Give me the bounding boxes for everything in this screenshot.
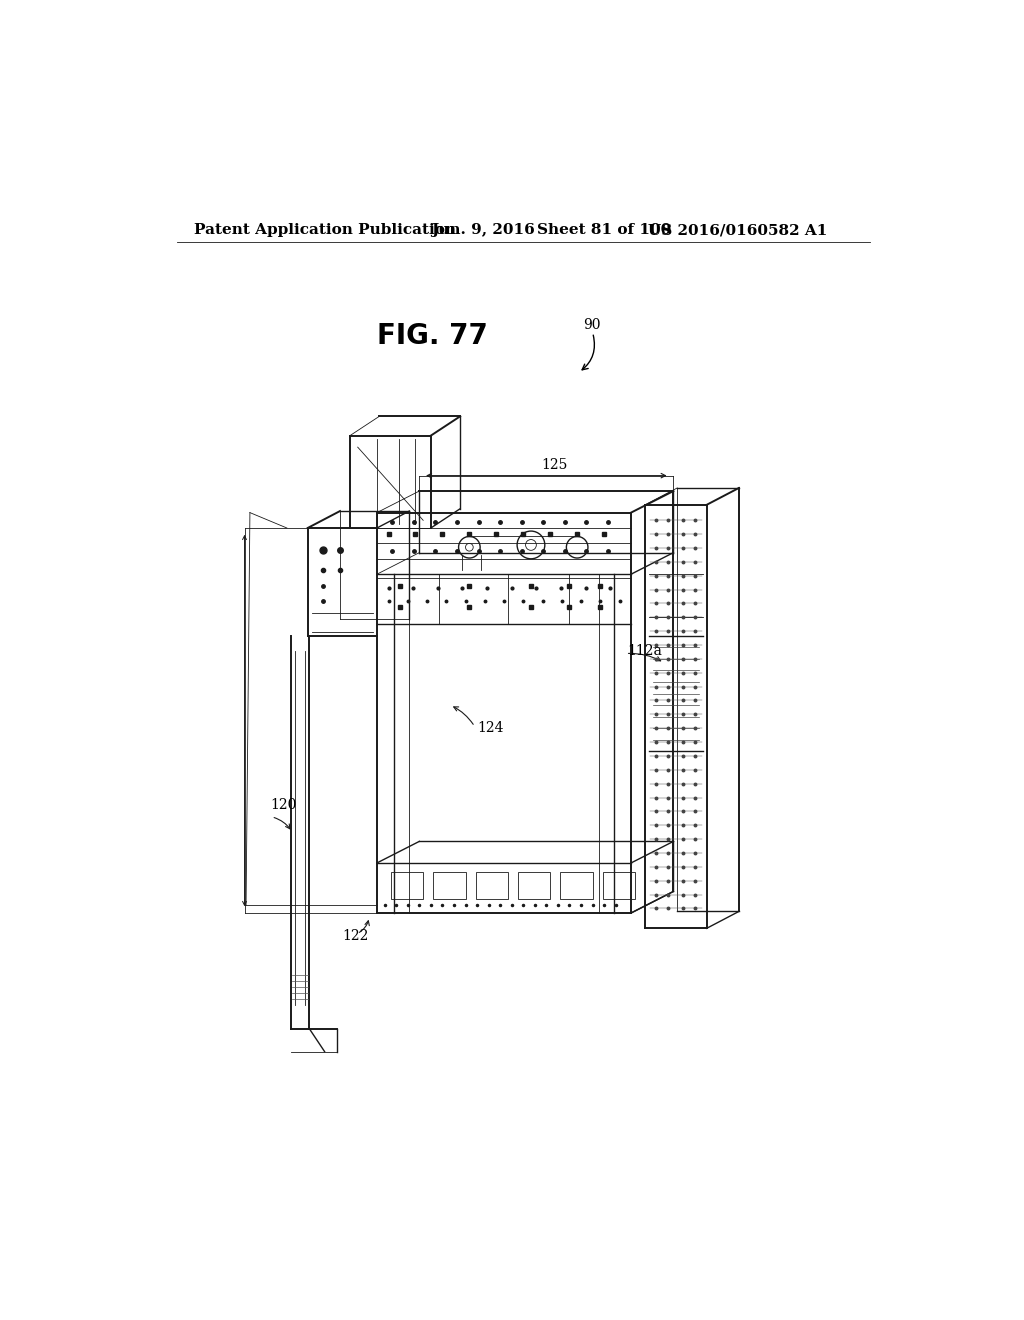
Bar [391, 873, 423, 899]
Text: FIG. 77: FIG. 77 [377, 322, 487, 350]
Text: 122: 122 [342, 929, 369, 942]
Text: Patent Application Publication: Patent Application Publication [194, 223, 456, 238]
Text: US 2016/0160582 A1: US 2016/0160582 A1 [648, 223, 827, 238]
Text: 90: 90 [584, 318, 601, 331]
Text: 125: 125 [541, 458, 567, 471]
Text: Sheet 81 of 100: Sheet 81 of 100 [538, 223, 672, 238]
Text: Jun. 9, 2016: Jun. 9, 2016 [431, 223, 535, 238]
Text: 120: 120 [270, 799, 297, 812]
Text: 124: 124 [477, 721, 504, 735]
Bar [560, 873, 593, 899]
Text: 112a: 112a [628, 644, 663, 659]
Bar [475, 873, 508, 899]
Bar [518, 873, 550, 899]
Bar [602, 873, 635, 899]
FancyArrowPatch shape [582, 335, 594, 370]
Bar [433, 873, 466, 899]
FancyArrowPatch shape [629, 653, 660, 661]
FancyArrowPatch shape [274, 817, 290, 829]
FancyArrowPatch shape [359, 921, 370, 932]
FancyArrowPatch shape [454, 708, 473, 725]
